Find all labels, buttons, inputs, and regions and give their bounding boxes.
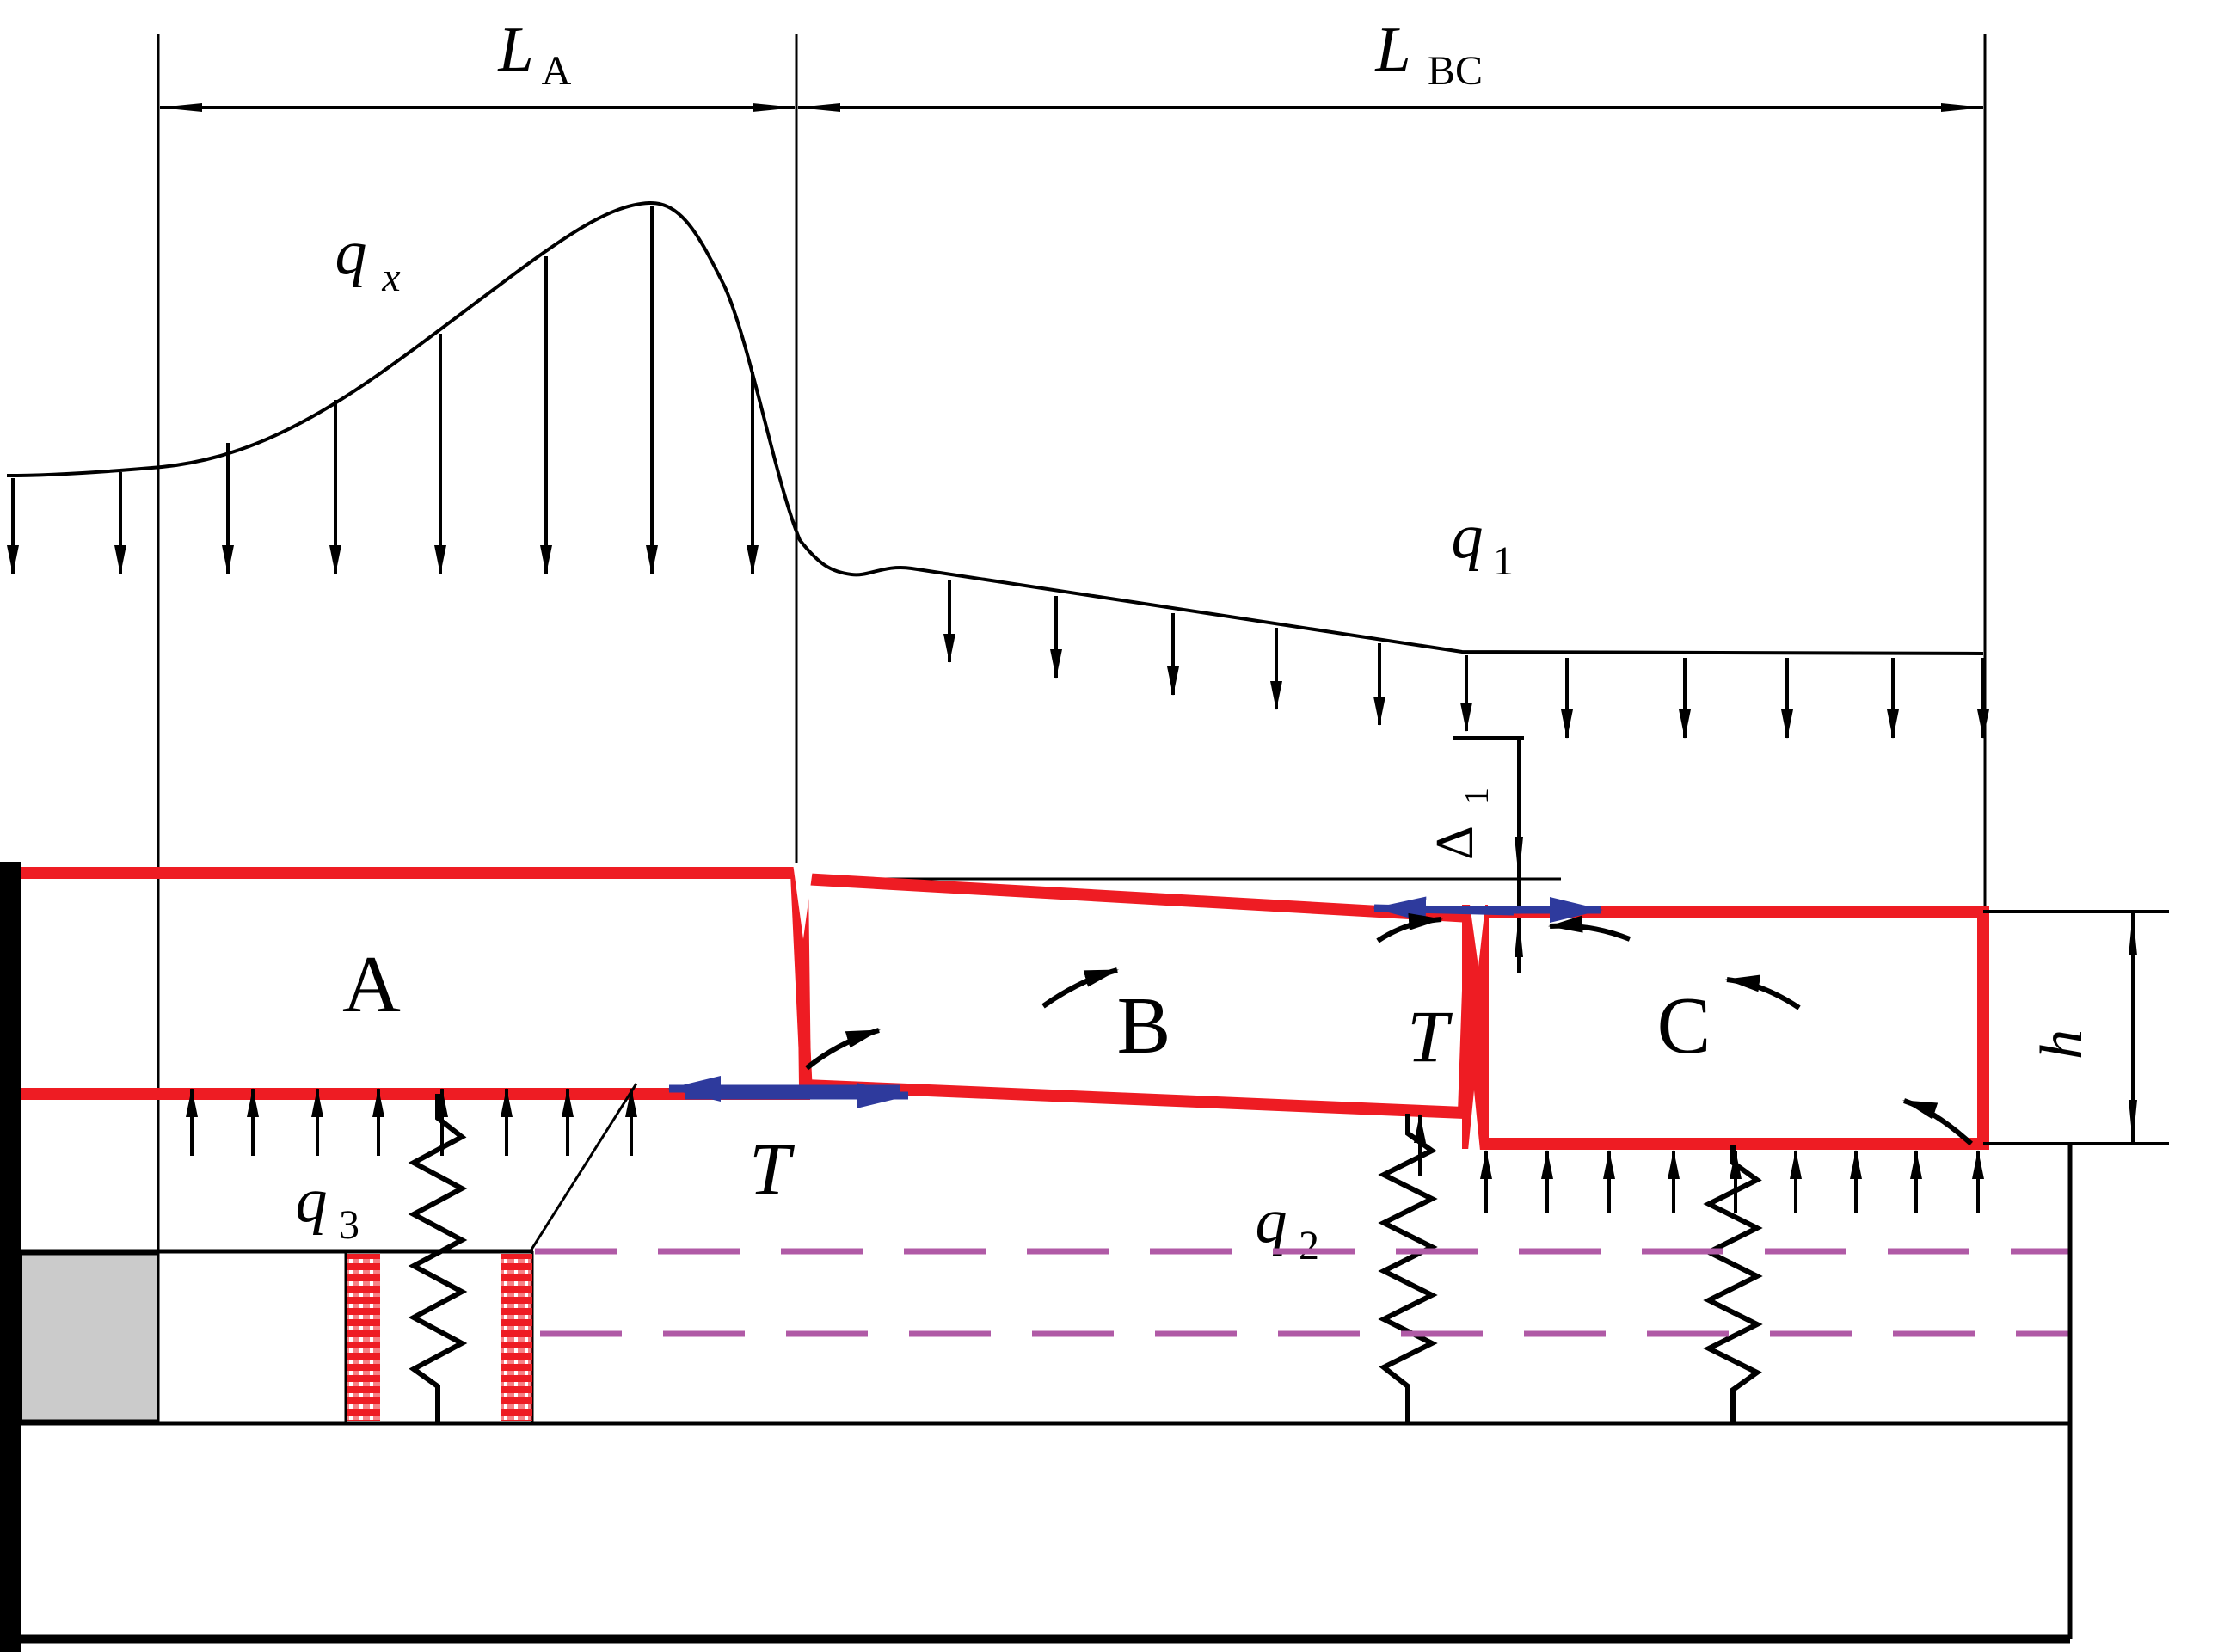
delta1-dimension: Δ 1 (804, 736, 1561, 973)
q3-label: q (296, 1165, 328, 1236)
delta1-label-sub: 1 (1457, 788, 1496, 805)
crack-ab-notch (793, 863, 814, 939)
q2-label-sub: 2 (1299, 1223, 1319, 1268)
h-label-group: h (2029, 1029, 2095, 1059)
fracture-leader-line (528, 1083, 638, 1253)
q1-label-sub: 1 (1493, 538, 1514, 584)
qx-label: q (335, 218, 367, 288)
q3-label-sub: 3 (339, 1202, 359, 1248)
dimension-la: L A (159, 15, 796, 112)
block-a-label: A (342, 940, 401, 1029)
coal-pillar-grey-block (19, 1252, 160, 1422)
crack-bc-bottom-notch (1468, 1090, 1480, 1151)
q1-label: q (1452, 501, 1484, 572)
fracture-strip-1 (347, 1254, 380, 1421)
load-label-q1: q 1 (1452, 501, 1515, 584)
spring-under-a (408, 1094, 468, 1423)
dimension-lbc: L BC (797, 15, 1984, 112)
load-label-q2: q 2 (1256, 1186, 1320, 1268)
rotation-arrow-b-center (1041, 967, 1119, 1009)
dimension-label-lbc: L (1374, 15, 1410, 85)
block-b-label: B (1117, 981, 1171, 1071)
fixed-wall-bar (0, 862, 21, 1652)
thrust-label-t-bc: T (1407, 995, 1453, 1078)
rotation-arrow-c-bottom (1902, 1098, 1974, 1146)
q2-label: q (1256, 1186, 1287, 1256)
delta1-label: Δ (1426, 826, 1484, 860)
reference-lines (157, 34, 1987, 1422)
fracture-strip-2 (501, 1254, 532, 1421)
load-curve (6, 200, 1984, 655)
dimension-label-la-sub: A (542, 48, 572, 94)
spring-under-b (1378, 1114, 1438, 1423)
thrust-arrows (667, 896, 1603, 1108)
crack-bc-top-notch (1469, 898, 1486, 967)
h-label: h (2029, 1029, 2095, 1059)
dimension-label-lbc-sub: BC (1428, 48, 1483, 94)
rotation-arrow-c-left (1725, 974, 1801, 1010)
load-arrows-q1 (943, 580, 1989, 739)
crack-notches (793, 863, 1486, 1151)
rotation-arrows (805, 912, 1974, 1146)
strata-layers (17, 1083, 2073, 1644)
dimension-label-la: L (497, 15, 533, 85)
load-label-qx: q x (335, 218, 401, 300)
block-c-outline (1477, 906, 1989, 1150)
block-c-label: C (1657, 981, 1711, 1071)
support-arrows-q2 (1414, 1114, 1984, 1213)
dimension-h: h (1983, 910, 2169, 1145)
delta1-label-group: Δ 1 (1426, 788, 1496, 860)
load-label-q3: q 3 (296, 1165, 360, 1248)
thrust-label-t-ab: T (749, 1127, 795, 1210)
rotation-arrow-ab (805, 1028, 881, 1071)
rotation-arrow-c-top (1548, 915, 1631, 942)
load-envelope (6, 200, 1984, 655)
support-arrows-q3 (186, 1088, 637, 1156)
spring-under-c (1703, 1145, 1763, 1423)
rotation-arrow-b-right (1376, 912, 1443, 943)
qx-label-sub: x (381, 255, 400, 300)
load-arrows-qx (7, 206, 759, 574)
